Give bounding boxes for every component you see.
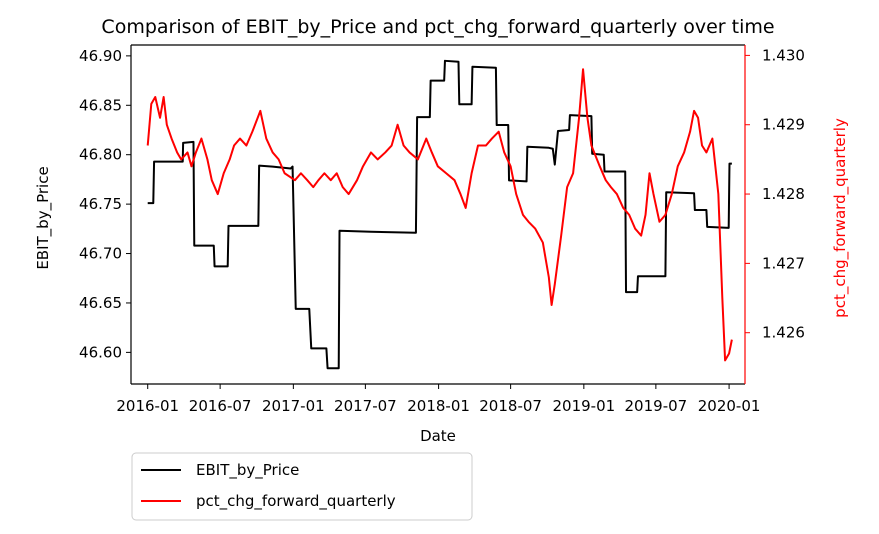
y-left-tick-label: 46.75 <box>79 195 122 213</box>
y-right-tick-label: 1.426 <box>762 324 805 342</box>
x-tick-label: 2019-01 <box>552 397 615 415</box>
y-left-tick-label: 46.80 <box>79 146 122 164</box>
y-right-tick-label: 1.428 <box>762 185 805 203</box>
legend-entry-ebit: EBIT_by_Price <box>196 461 299 480</box>
series-line-pct-chg-forward-quarterly <box>146 68 733 362</box>
x-tick-label: 2018-01 <box>407 397 470 415</box>
x-tick-label: 2020-01 <box>698 397 761 415</box>
axes <box>130 44 746 385</box>
x-tick-label: 2019-07 <box>625 397 688 415</box>
chart-title: Comparison of EBIT_by_Price and pct_chg_… <box>101 16 774 38</box>
x-tick-label: 2017-07 <box>334 397 397 415</box>
plot-area <box>131 45 745 384</box>
x-tick-label: 2016-01 <box>116 397 179 415</box>
y-left-tick-label: 46.60 <box>79 343 122 361</box>
y-right-tick-label: 1.427 <box>762 254 805 272</box>
y-left-tick-label: 46.70 <box>79 245 122 263</box>
y-right-axis-ticks: 1.426 1.427 1.428 1.429 1.430 <box>745 46 805 342</box>
y-right-axis-label: pct_chg_forward_quarterly <box>831 118 850 318</box>
y-right-tick-label: 1.429 <box>762 116 805 134</box>
x-axis-ticks: 2016-01 2016-07 2017-01 2017-07 2018-01 2018-… <box>116 384 760 415</box>
legend-entry-pct-chg: pct_chg_forward_quarterly <box>196 492 396 511</box>
y-left-tick-label: 46.65 <box>79 294 122 312</box>
x-tick-label: 2016-07 <box>189 397 252 415</box>
x-tick-label: 2018-07 <box>479 397 542 415</box>
y-left-tick-label: 46.90 <box>79 47 122 65</box>
x-tick-label: 2017-01 <box>262 397 325 415</box>
y-left-axis-ticks: 46.60 46.65 46.70 46.75 46.80 46.85 46.90 <box>79 47 131 361</box>
y-left-tick-label: 46.85 <box>79 96 122 114</box>
series-lines <box>146 59 733 370</box>
legend-box <box>131 452 473 521</box>
x-axis-label: Date <box>420 427 456 445</box>
series-line-ebit-by-price <box>147 59 732 370</box>
y-right-tick-label: 1.430 <box>762 46 805 64</box>
legend: EBIT_by_Price pct_chg_forward_quarterly <box>131 452 473 521</box>
y-left-axis-label: EBIT_by_Price <box>34 166 53 269</box>
